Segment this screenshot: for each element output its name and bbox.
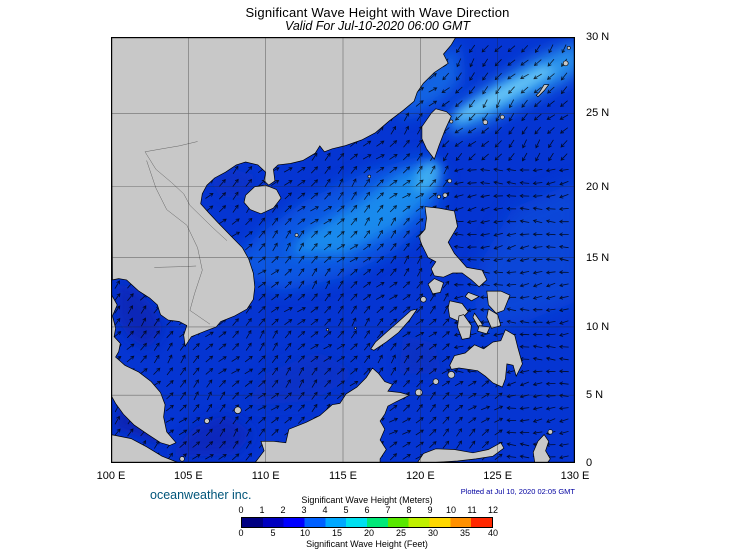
land-borneo	[254, 367, 411, 463]
island-lingga	[179, 456, 185, 462]
land-okinawa	[535, 84, 550, 98]
feet-tick-label: 15	[331, 528, 343, 538]
island-tokara	[566, 45, 571, 50]
lon-tick-label: 115 E	[329, 470, 357, 482]
island-amami	[562, 60, 569, 67]
colorbar	[241, 517, 493, 528]
lon-tick-label: 125 E	[483, 470, 513, 482]
border-mekong-river	[146, 160, 211, 325]
island-yonaguni	[449, 119, 454, 124]
meters-tick-label: 12	[487, 505, 499, 515]
land-halmahera	[532, 434, 551, 463]
meters-tick-label: 9	[427, 505, 433, 515]
lat-tick-label: 0	[586, 457, 593, 469]
graticule	[111, 37, 575, 463]
land-sumatra	[111, 434, 180, 463]
land-china-indochina	[111, 37, 457, 348]
island-paracel	[294, 233, 299, 238]
lon-tick-label: 105 E	[173, 470, 203, 482]
chart-title: Significant Wave Height with Wave Direct…	[245, 5, 510, 20]
shade-gulf-of-tonkin	[210, 169, 257, 199]
border-thailand-cambodia	[154, 265, 197, 268]
lat-tick-label: 10 N	[586, 320, 610, 333]
feet-tick-label: 25	[396, 528, 407, 538]
meters-tick-label: 3	[301, 505, 307, 515]
meters-tick-label: 2	[280, 505, 286, 515]
legend-title-feet: Significant Wave Height (Feet)	[306, 539, 428, 549]
legend-title-meters: Significant Wave Height (Meters)	[301, 495, 433, 505]
lat-tick-label: 5 N	[586, 389, 604, 402]
lat-tick-label: 25 N	[586, 107, 610, 120]
lat-tick-label: 20 N	[586, 180, 610, 193]
land-masbate	[464, 291, 480, 302]
island-babuyan	[442, 192, 448, 198]
land-palawan	[370, 308, 419, 351]
island-ishigaki	[482, 119, 488, 125]
wave-map	[111, 37, 575, 463]
island-morotai	[547, 429, 553, 435]
lon-tick-label: 100 E	[96, 470, 126, 482]
island-miyako	[499, 114, 505, 120]
map-area	[111, 37, 575, 463]
land-samar	[486, 290, 511, 314]
feet-tick-label: 5	[270, 528, 276, 538]
legend-meters-ticks: 0 1 2 3 4 5 6 7 8 9 10 11 12	[238, 505, 498, 516]
border-vietnam-laos	[144, 151, 228, 241]
lon-tick-label: 120 E	[405, 470, 435, 482]
credit-text: oceanweather inc.	[150, 488, 252, 502]
lat-tick-label: 15 N	[586, 251, 610, 264]
feet-tick-label: 35	[460, 528, 471, 538]
land-malay-peninsula	[111, 293, 177, 446]
island-natuna	[234, 406, 242, 414]
feet-tick-label: 30	[428, 528, 439, 538]
land-sulawesi	[416, 442, 505, 463]
island-spratly-1	[326, 328, 329, 332]
meters-tick-label: 0	[238, 505, 244, 515]
land-bohol	[477, 325, 491, 335]
land-hainan	[243, 184, 282, 215]
feet-tick-label: 40	[487, 528, 499, 538]
island-tawi-tawi	[415, 388, 423, 397]
meters-tick-label: 10	[445, 505, 457, 515]
feet-tick-label: 0	[238, 528, 244, 538]
shade-n-scs-core	[288, 166, 435, 255]
island-calamian	[420, 296, 427, 303]
island-basilan	[447, 371, 455, 379]
land-luzon	[418, 206, 488, 288]
feet-tick-label: 20	[364, 528, 375, 538]
meters-tick-label: 11	[467, 505, 477, 515]
plotted-timestamp: Plotted at Jul 10, 2020 02:05 GMT	[460, 487, 575, 496]
island-pratas	[367, 174, 371, 179]
shade-ne-taiwan-core	[454, 66, 558, 124]
chart-subtitle: Valid For Jul-10-2020 06:00 GMT	[284, 19, 471, 33]
land-mindanao	[449, 329, 523, 388]
island-jolo	[432, 378, 439, 385]
map-frame	[111, 37, 575, 463]
meters-tick-label: 4	[322, 505, 328, 515]
meters-tick-label: 5	[343, 505, 349, 515]
lon-tick-label: 130 E	[560, 470, 590, 482]
island-anambas	[204, 418, 210, 424]
land-layer	[111, 37, 571, 463]
lon-tick-label: 110 E	[251, 470, 280, 482]
meters-tick-label: 7	[385, 505, 391, 515]
meters-tick-label: 1	[259, 505, 265, 515]
island-batan	[447, 178, 452, 184]
shade-south-basin	[244, 351, 359, 407]
meters-tick-label: 8	[406, 505, 412, 515]
land-mindoro	[427, 278, 444, 295]
feet-tick-label: 10	[299, 528, 311, 538]
meters-tick-label: 6	[364, 505, 370, 515]
land-taiwan	[421, 108, 452, 160]
island-calayan	[436, 194, 441, 199]
island-spratly-2	[354, 326, 357, 330]
legend-feet-ticks: 0 5 10 15 20 25 30 35 40	[238, 528, 498, 539]
